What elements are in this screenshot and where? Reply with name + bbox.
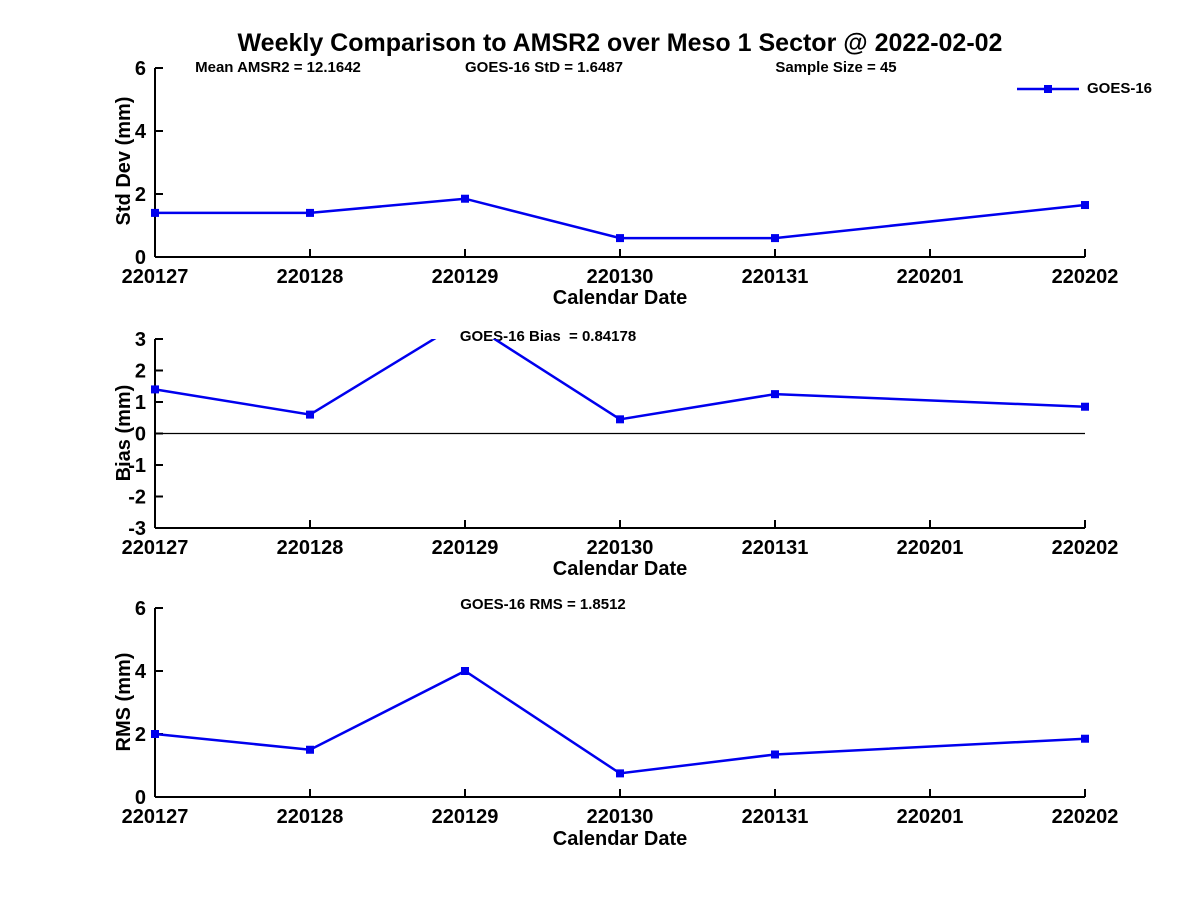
x-tick-label: 220130: [587, 266, 654, 288]
annotation-mean-amsr2: Mean AMSR2 = 12.1642: [195, 59, 361, 76]
x-tick-label: 220129: [432, 806, 499, 828]
data-point-marker: [461, 194, 469, 203]
data-point-marker: [151, 208, 159, 217]
bias-subplot: 220127 220128 220129 220130 220131 220201 2202…: [122, 316, 1119, 559]
data-point-marker: [151, 385, 159, 394]
x-tick-label: 220202: [1052, 266, 1119, 288]
data-point-marker: [1081, 734, 1089, 743]
y-tick-label: -1: [128, 455, 146, 477]
y-tick-label: 2: [135, 724, 146, 746]
data-point-marker: [616, 415, 624, 424]
std-dev-subplot: 220127 220128 220129 220130 220131 220201 2202…: [122, 58, 1119, 288]
x-tick-label: 220201: [897, 537, 964, 559]
rms-subplot: 220127 220128 220129 220130 220131 220201 2202…: [122, 598, 1119, 828]
annotation-sample-size: Sample Size = 45: [775, 59, 897, 76]
y-tick-label: 4: [135, 661, 147, 683]
y-tick-label: -3: [128, 518, 146, 540]
xlabel-calendar-date-top: Calendar Date: [552, 287, 688, 309]
x-tick-label: 220127: [122, 806, 189, 828]
data-point-marker: [771, 750, 779, 759]
data-point-marker: [616, 234, 624, 243]
x-tick-label: 220127: [122, 266, 189, 288]
annotation-goes16-std: GOES-16 StD = 1.6487: [465, 59, 623, 76]
data-point-marker: [1081, 201, 1089, 210]
y-tick-label: 1: [135, 392, 146, 414]
y-tick-label: 0: [135, 787, 146, 809]
x-tick-label: 220201: [897, 806, 964, 828]
annotation-goes16-rms: GOES-16 RMS = 1.8512: [460, 596, 626, 613]
y-tick-label: 0: [135, 424, 146, 446]
std-dev-axes: [154, 67, 1086, 258]
data-point-marker: [616, 769, 624, 778]
x-tick-label: 220127: [122, 537, 189, 559]
data-point-marker: [306, 208, 314, 217]
x-tick-label: 220130: [587, 537, 654, 559]
legend-label: GOES-16: [1087, 80, 1153, 97]
rms-axes: [154, 607, 1086, 798]
figure-title: Weekly Comparison to AMSR2 over Meso 1 S…: [237, 29, 1003, 57]
x-tick-label: 220202: [1052, 537, 1119, 559]
std-dev-series-goes-16: [151, 194, 1089, 243]
y-tick-label: 2: [135, 184, 146, 206]
annotation-goes16-bias: GOES-16 Bias = 0.84178: [459, 328, 637, 345]
x-tick-label: 220128: [277, 266, 344, 288]
x-tick-label: 220129: [432, 537, 499, 559]
rms-series-goes-16: [151, 667, 1089, 778]
bias-series-goes-16: [151, 316, 1089, 424]
bias-axes: [154, 338, 1086, 529]
x-tick-label: 220131: [742, 806, 809, 828]
y-tick-label: 6: [135, 58, 146, 80]
xlabel-calendar-date-middle: Calendar Date: [552, 558, 688, 580]
legend: GOES-16: [1016, 80, 1152, 97]
x-tick-label: 220128: [277, 806, 344, 828]
x-tick-label: 220129: [432, 266, 499, 288]
legend-marker-icon: [1044, 84, 1052, 93]
x-tick-label: 220131: [742, 537, 809, 559]
data-point-marker: [306, 745, 314, 754]
data-point-marker: [461, 316, 469, 324]
data-point-marker: [1081, 402, 1089, 411]
y-tick-label: 3: [135, 329, 146, 351]
xlabel-calendar-date-bottom: Calendar Date: [552, 828, 688, 850]
y-tick-label: 6: [135, 598, 146, 620]
data-point-marker: [771, 234, 779, 243]
x-tick-label: 220202: [1052, 806, 1119, 828]
y-tick-label: 4: [135, 121, 147, 143]
data-point-marker: [306, 410, 314, 419]
data-point-marker: [151, 730, 159, 738]
data-point-marker: [771, 390, 779, 399]
x-tick-label: 220131: [742, 266, 809, 288]
x-tick-label: 220130: [587, 806, 654, 828]
y-tick-label: 0: [135, 247, 146, 269]
y-tick-label: 2: [135, 361, 146, 383]
y-tick-label: -2: [128, 487, 146, 509]
legend-line-sample-icon: [1017, 84, 1079, 93]
data-point-marker: [461, 667, 469, 675]
x-tick-label: 220128: [277, 537, 344, 559]
x-tick-label: 220201: [897, 266, 964, 288]
